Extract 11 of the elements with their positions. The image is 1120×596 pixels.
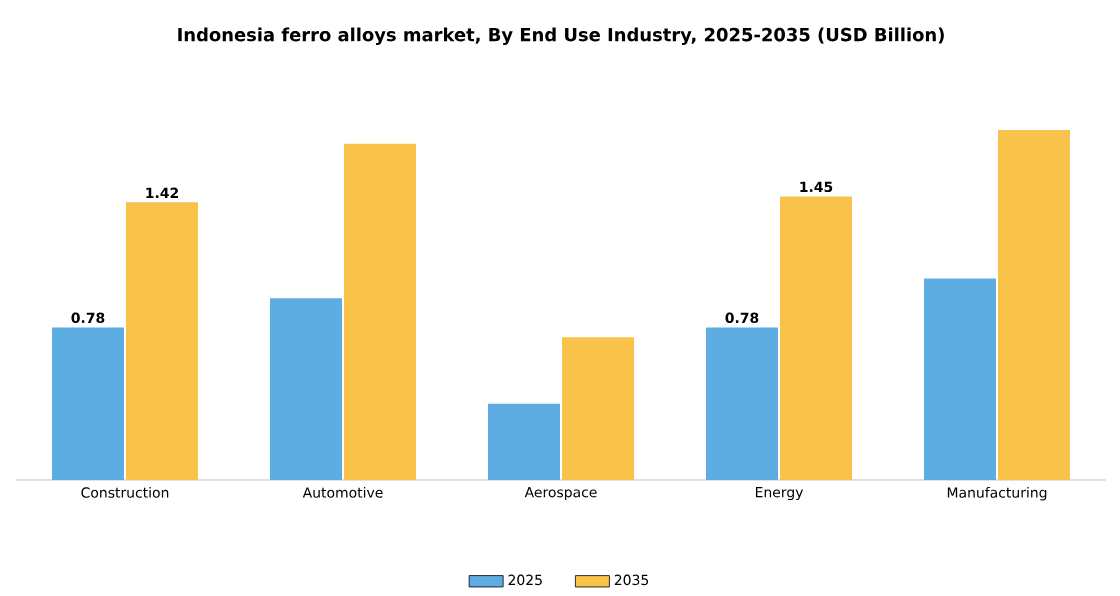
bar — [270, 298, 343, 481]
bar — [344, 143, 417, 481]
bar — [126, 202, 199, 481]
chart-title: Indonesia ferro alloys market, By End Use Industry, 2025-2035 (USD Billion) — [178, 27, 944, 46]
bar — [780, 196, 852, 481]
bar — [488, 403, 561, 481]
bar — [998, 130, 1070, 481]
bar — [924, 278, 996, 481]
bar — [52, 327, 125, 481]
bar — [706, 327, 778, 481]
bar — [562, 337, 635, 481]
